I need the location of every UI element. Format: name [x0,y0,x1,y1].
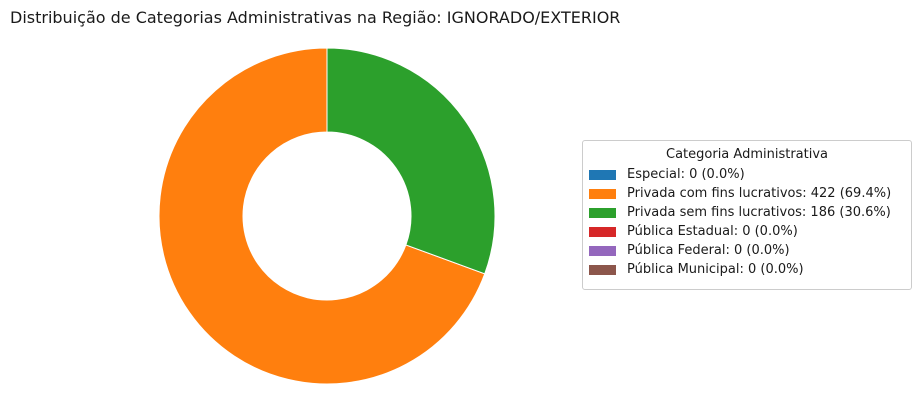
legend: Categoria Administrativa Especial: 0 (0.… [582,140,912,290]
legend-label: Especial: 0 (0.0%) [627,167,745,182]
donut-slices [158,47,496,385]
legend-label: Privada com fins lucrativos: 422 (69.4%) [627,186,892,201]
legend-label: Pública Estadual: 0 (0.0%) [627,224,798,239]
legend-item-privada-com-fins: Privada com fins lucrativos: 422 (69.4%) [583,184,911,203]
slice-privada-sem-fins-lucrativos [326,47,496,275]
legend-swatch [589,245,616,256]
legend-swatch [589,207,616,218]
legend-item-especial: Especial: 0 (0.0%) [583,165,911,184]
legend-item-privada-sem-fins: Privada sem fins lucrativos: 186 (30.6%) [583,203,911,222]
legend-swatch [589,188,616,199]
legend-swatch [589,226,616,237]
legend-swatch [589,169,616,180]
legend-item-publica-estadual: Pública Estadual: 0 (0.0%) [583,222,911,241]
legend-label: Pública Municipal: 0 (0.0%) [627,262,804,277]
legend-title: Categoria Administrativa [666,147,828,162]
legend-swatch [589,264,616,275]
legend-label: Pública Federal: 0 (0.0%) [627,243,790,258]
slice-privada-com-fins-lucrativos [158,47,486,385]
chart-title: Distribuição de Categorias Administrativ… [10,8,621,27]
legend-item-publica-municipal: Pública Municipal: 0 (0.0%) [583,260,911,279]
legend-item-publica-federal: Pública Federal: 0 (0.0%) [583,241,911,260]
legend-label: Privada sem fins lucrativos: 186 (30.6%) [627,205,891,220]
